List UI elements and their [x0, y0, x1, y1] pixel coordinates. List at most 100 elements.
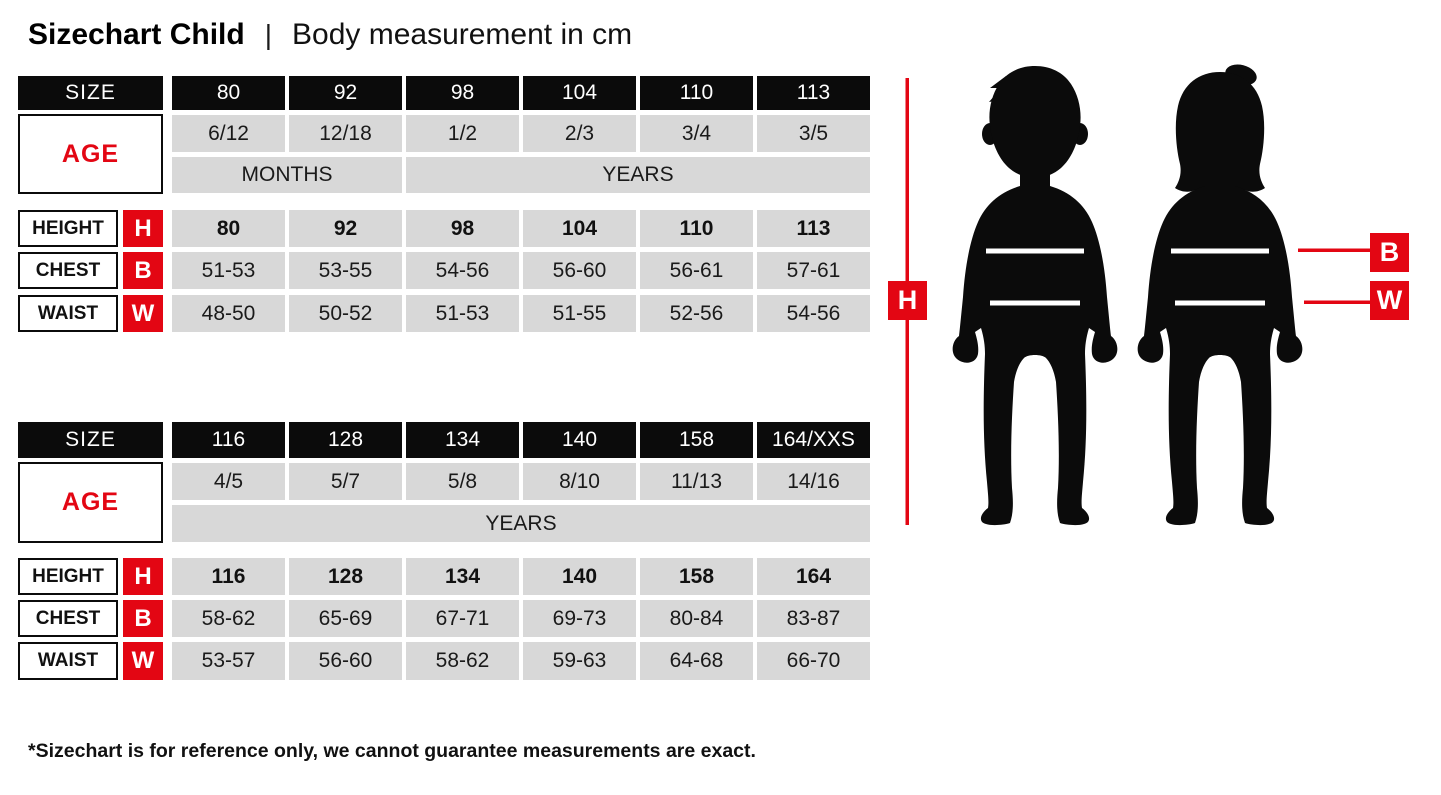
height-value: 113 [757, 210, 870, 247]
chest-value: 69-73 [523, 600, 636, 637]
size-value: 98 [406, 76, 519, 110]
size-value: 158 [640, 422, 753, 458]
chest-label: CHEST [18, 600, 118, 637]
waist-value: 66-70 [757, 642, 870, 680]
waist-value: 54-56 [757, 295, 870, 332]
age-header-label: AGE [61, 139, 120, 168]
waist-label: WAIST [18, 295, 118, 332]
size-row: SIZE 80 92 98 104 110 113 [18, 76, 870, 110]
height-value: 104 [523, 210, 636, 247]
height-value: 110 [640, 210, 753, 247]
height-value: 158 [640, 558, 753, 595]
chest-value: 65-69 [289, 600, 402, 637]
chest-measure-line [1298, 248, 1370, 252]
size-value: 164/XXS [757, 422, 870, 458]
waist-value: 51-53 [406, 295, 519, 332]
age-value: 4/5 [172, 463, 285, 500]
age-value: 14/16 [757, 463, 870, 500]
size-header-label: SIZE [18, 76, 163, 110]
waist-value: 56-60 [289, 642, 402, 680]
waist-value: 52-56 [640, 295, 753, 332]
sizechart-table-large: SIZE 116 128 134 140 158 164/XXS AGE 4/5… [18, 422, 870, 680]
waist-row: WAIST W 48-50 50-52 51-53 51-55 52-56 54… [18, 295, 870, 332]
boy-silhouette [952, 66, 1118, 526]
height-h-badge: H [123, 558, 163, 595]
waist-value: 53-57 [172, 642, 285, 680]
age-value: 6/12 [172, 115, 285, 152]
chest-value: 57-61 [757, 252, 870, 289]
age-header-label: AGE [61, 488, 120, 516]
chest-value: 56-60 [523, 252, 636, 289]
height-value: 164 [757, 558, 870, 595]
size-row: SIZE 116 128 134 140 158 164/XXS [18, 422, 870, 458]
chest-value: 51-53 [172, 252, 285, 289]
age-unit-row: YEARS [18, 505, 870, 542]
size-value: 128 [289, 422, 402, 458]
height-value: 92 [289, 210, 402, 247]
size-value: 80 [172, 76, 285, 110]
waist-value: 59-63 [523, 642, 636, 680]
height-label: HEIGHT [18, 210, 118, 247]
age-value: 2/3 [523, 115, 636, 152]
age-value: 5/7 [289, 463, 402, 500]
size-value: 92 [289, 76, 402, 110]
chest-label: CHEST [18, 252, 118, 289]
chest-row: CHEST B 58-62 65-69 67-71 69-73 80-84 83… [18, 600, 870, 637]
age-unit-years: YEARS [172, 505, 870, 542]
age-value: 12/18 [289, 115, 402, 152]
body-measurement-figure [905, 64, 1370, 526]
chest-value: 53-55 [289, 252, 402, 289]
height-row: HEIGHT H 80 92 98 104 110 113 [18, 210, 870, 247]
height-row: HEIGHT H 116 128 134 140 158 164 [18, 558, 870, 595]
waist-value: 48-50 [172, 295, 285, 332]
age-header-box: AGE [18, 462, 163, 543]
waist-measure-line [1304, 300, 1370, 304]
sizechart-table-small: SIZE 80 92 98 104 110 113 AGE 6/12 12/18… [18, 76, 870, 332]
age-value: 11/13 [640, 463, 753, 500]
age-unit-months: MONTHS [172, 157, 402, 193]
waist-row: WAIST W 53-57 56-60 58-62 59-63 64-68 66… [18, 642, 870, 680]
girl-silhouette [1137, 64, 1303, 526]
waist-value: 50-52 [289, 295, 402, 332]
age-row: 6/12 12/18 1/2 2/3 3/4 3/5 [18, 115, 870, 152]
size-value: 104 [523, 76, 636, 110]
title-subtitle: Body measurement in cm [292, 18, 633, 51]
age-value: 8/10 [523, 463, 636, 500]
age-unit-row: MONTHS YEARS [18, 157, 870, 193]
height-label: HEIGHT [18, 558, 118, 595]
figure-w-badge: W [1370, 281, 1409, 320]
size-value: 110 [640, 76, 753, 110]
size-value: 140 [523, 422, 636, 458]
disclaimer-text: *Sizechart is for reference only, we can… [28, 740, 756, 762]
size-value: 116 [172, 422, 285, 458]
age-row: 4/5 5/7 5/8 8/10 11/13 14/16 [18, 463, 870, 500]
chest-value: 54-56 [406, 252, 519, 289]
waist-value: 58-62 [406, 642, 519, 680]
waist-label: WAIST [18, 642, 118, 680]
height-h-badge: H [123, 210, 163, 247]
chest-row: CHEST B 51-53 53-55 54-56 56-60 56-61 57… [18, 252, 870, 289]
title-main: Sizechart Child [28, 18, 245, 51]
waist-w-badge: W [123, 295, 163, 332]
height-value: 98 [406, 210, 519, 247]
waist-value: 64-68 [640, 642, 753, 680]
height-value: 140 [523, 558, 636, 595]
chest-b-badge: B [123, 600, 163, 637]
chest-b-badge: B [123, 252, 163, 289]
height-value: 134 [406, 558, 519, 595]
height-value: 80 [172, 210, 285, 247]
size-header-label: SIZE [18, 422, 163, 458]
age-value: 5/8 [406, 463, 519, 500]
chest-value: 58-62 [172, 600, 285, 637]
figure-h-badge: H [888, 281, 927, 320]
chest-value: 56-61 [640, 252, 753, 289]
height-value: 128 [289, 558, 402, 595]
height-value: 116 [172, 558, 285, 595]
figure-b-badge: B [1370, 233, 1409, 272]
age-header-box: AGE [18, 114, 163, 194]
age-value: 3/5 [757, 115, 870, 152]
chest-value: 80-84 [640, 600, 753, 637]
waist-value: 51-55 [523, 295, 636, 332]
age-unit-years: YEARS [406, 157, 870, 193]
